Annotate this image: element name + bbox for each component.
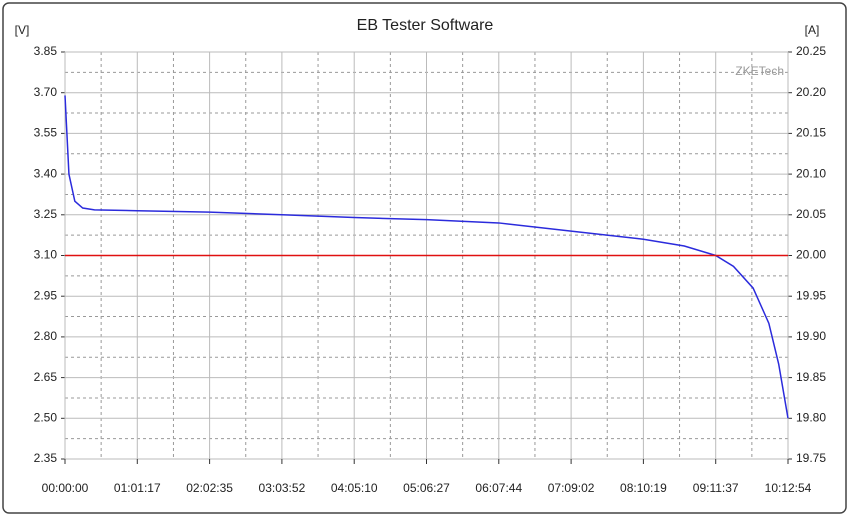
x-tick-label: 04:05:10 [331,481,378,495]
x-tick-label: 09:11:37 [693,481,739,495]
y2-tick-label: 19.90 [796,329,826,343]
y2-tick-label: 20.15 [796,126,826,140]
x-tick-label: 03:03:52 [259,481,306,495]
x-tick-label: 01:01:17 [114,481,161,495]
y-tick-label: 2.80 [34,329,58,343]
y2-tick-label: 19.80 [796,410,826,424]
y-tick-label: 2.50 [34,410,58,424]
y-tick-label: 3.40 [34,166,58,180]
y-tick-label: 3.25 [34,207,58,221]
watermark: ZKETech [735,64,784,78]
y2-tick-label: 20.10 [796,166,826,180]
y-tick-label: 2.65 [34,370,58,384]
x-tick-label: 00:00:00 [42,481,89,495]
x-tick-label: 08:10:19 [620,481,667,495]
x-tick-label: 06:07:44 [475,481,522,495]
x-tick-label: 02:02:35 [186,481,233,495]
y2-tick-label: 19.95 [796,288,826,302]
x-tick-label: 10:12:54 [765,481,812,495]
x-tick-label: 07:09:02 [548,481,595,495]
y2-tick-label: 20.05 [796,207,826,221]
y-axis-label: [V] [15,23,30,37]
y-tick-label: 3.70 [34,85,58,99]
y-tick-label: 3.55 [34,126,58,140]
chart-title: EB Tester Software [357,17,494,34]
y-tick-label: 3.85 [34,44,58,58]
y2-tick-label: 19.75 [796,451,826,465]
x-tick-label: 05:06:27 [403,481,450,495]
y2-tick-label: 19.85 [796,370,826,384]
y2-tick-label: 20.25 [796,44,826,58]
y2-tick-label: 20.20 [796,85,826,99]
y-tick-label: 2.95 [34,288,58,302]
y2-tick-label: 20.00 [796,248,826,262]
y-tick-label: 2.35 [34,451,58,465]
y2-axis-label: [A] [805,23,820,37]
y-tick-label: 3.10 [34,248,58,262]
data-line [64,95,789,419]
